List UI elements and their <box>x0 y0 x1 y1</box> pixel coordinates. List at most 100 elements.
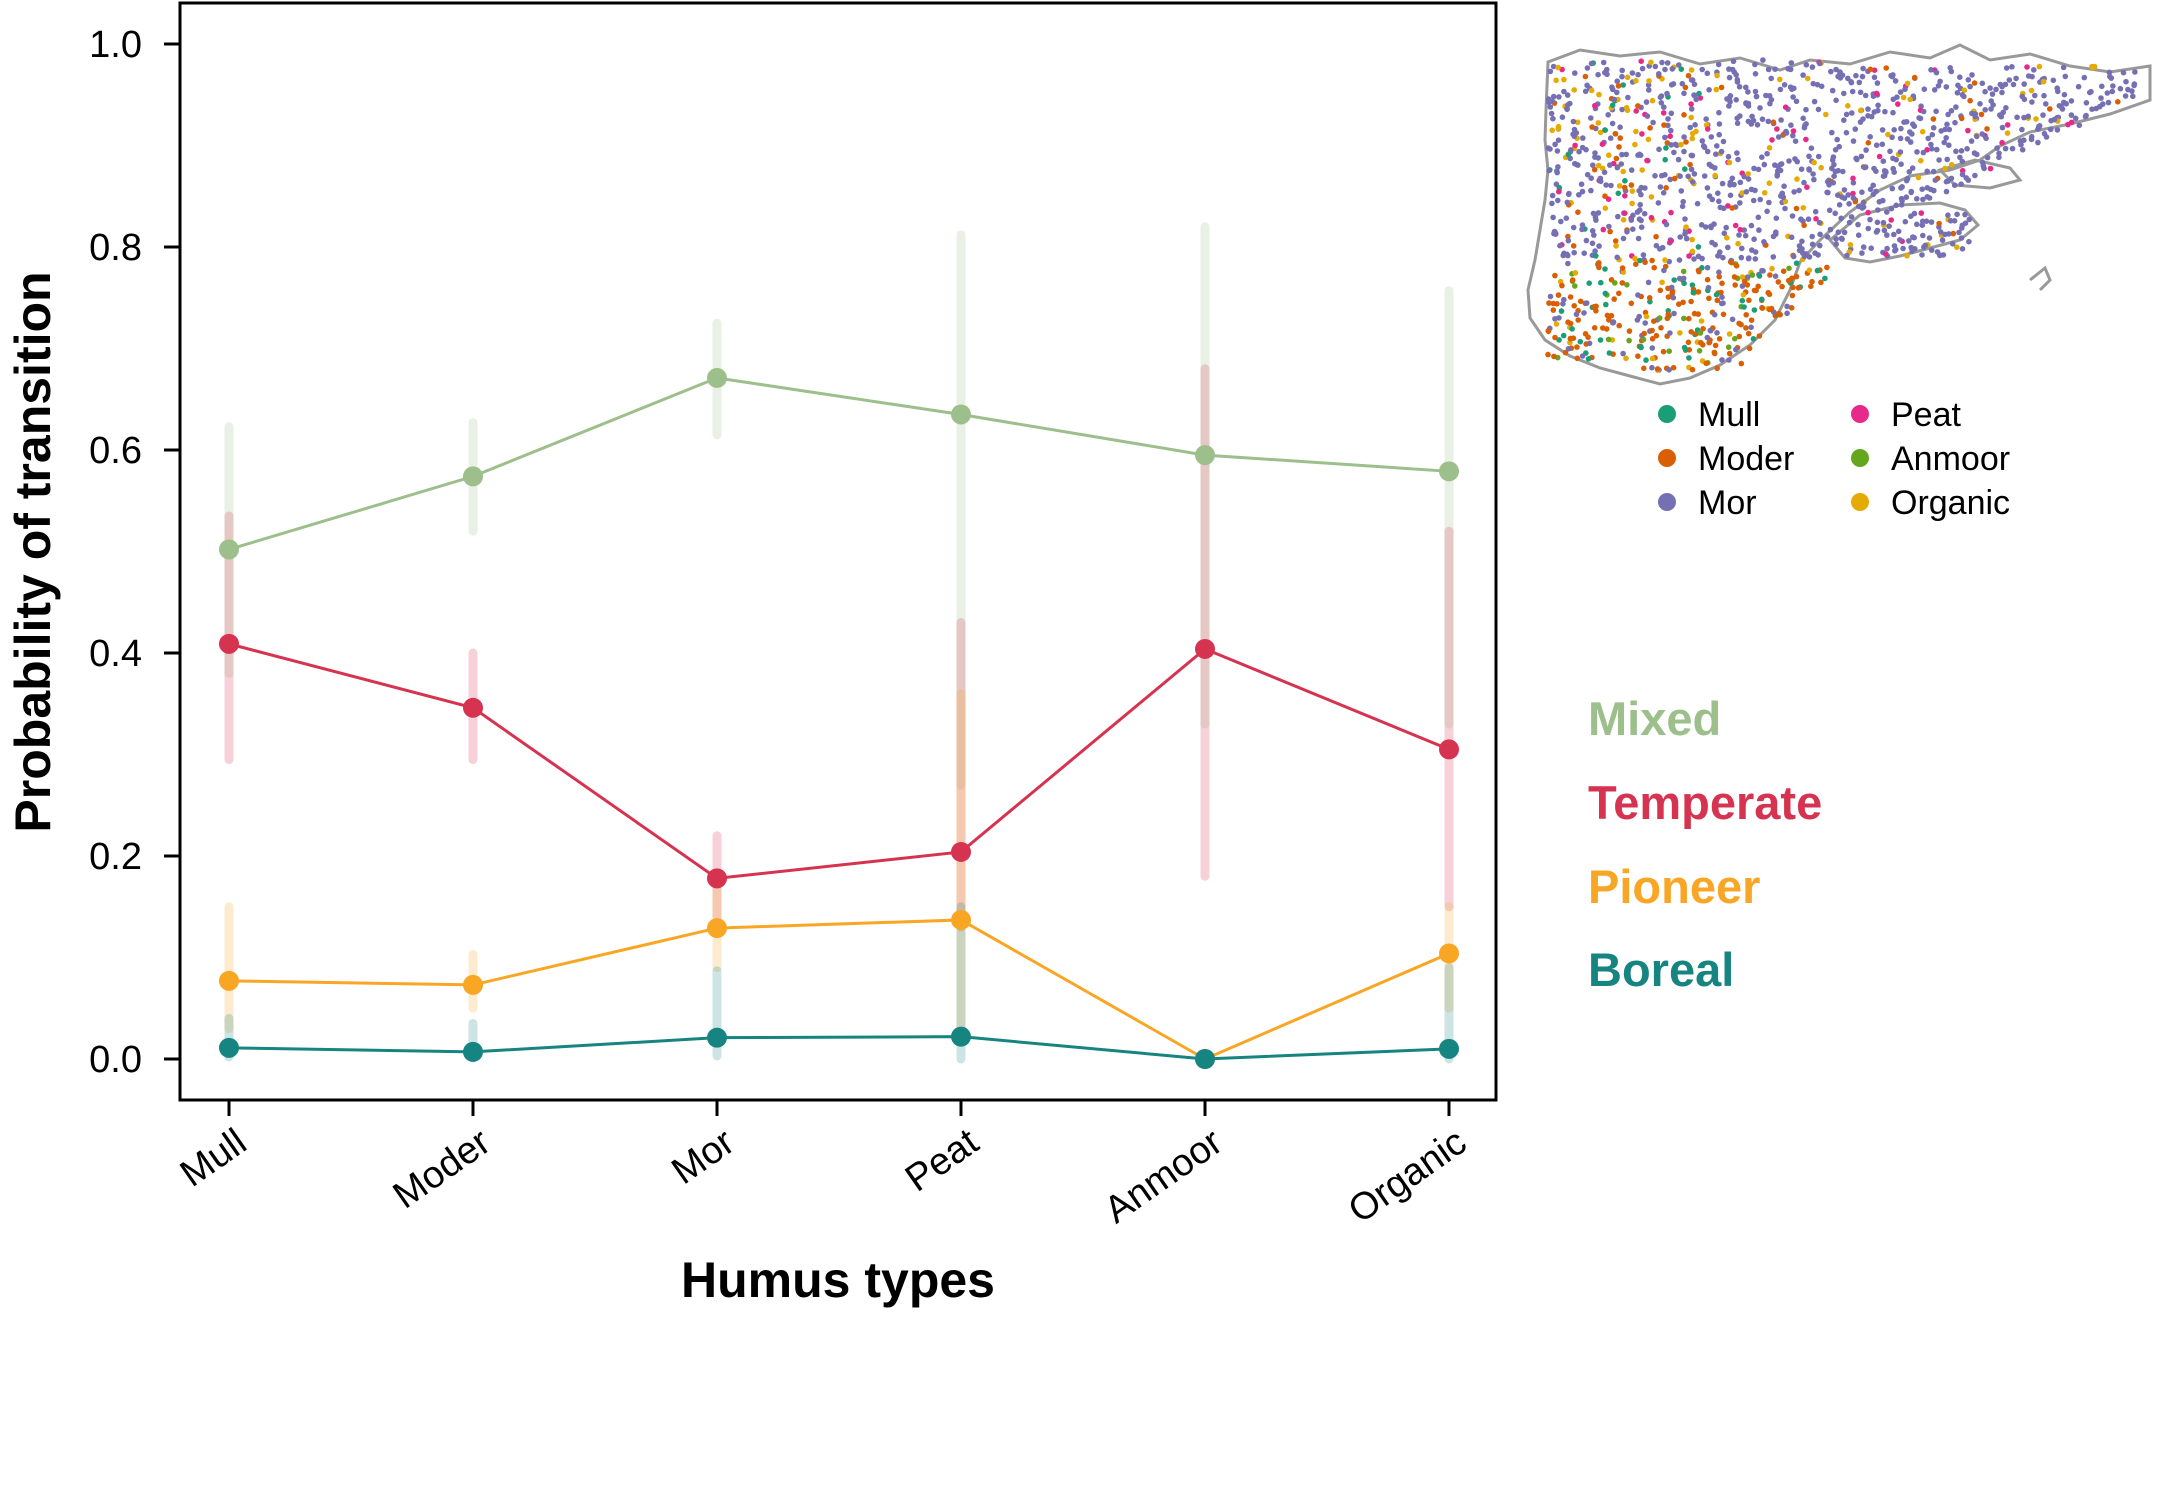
map-dot <box>1780 194 1787 201</box>
map-dot <box>1667 133 1673 139</box>
legend-dot-mor <box>1658 493 1676 511</box>
error-bars <box>224 222 1454 1064</box>
map-dot <box>1649 327 1655 334</box>
map-dot <box>2009 64 2015 70</box>
y-tick-label: 1.0 <box>89 24 142 66</box>
map-dot <box>1682 216 1688 222</box>
map-dot <box>1911 74 1918 81</box>
map-dot <box>1789 213 1796 219</box>
map-dot <box>1633 78 1639 84</box>
point-boreal <box>1439 1038 1459 1059</box>
map-dot <box>1668 127 1674 134</box>
map-dot <box>1751 287 1758 294</box>
map-dot <box>1703 116 1709 122</box>
map-dot <box>1646 78 1652 84</box>
legend-label-peat: Peat <box>1891 396 1961 434</box>
map-dot <box>1608 182 1614 189</box>
map-dot <box>1701 144 1708 151</box>
map-dot <box>1661 122 1667 128</box>
map-dot <box>1765 118 1772 125</box>
map-dot <box>1959 171 1966 178</box>
map-dot <box>1943 135 1949 141</box>
map-dot <box>1706 193 1713 199</box>
map-dot <box>1761 190 1768 196</box>
map-dot <box>1612 238 1619 244</box>
map-dot <box>1644 113 1651 119</box>
map-dot <box>1585 334 1591 341</box>
map-dot <box>1593 217 1599 223</box>
map-dot <box>1784 303 1790 310</box>
series-label-mixed: Mixed <box>1588 692 1721 745</box>
map-dot <box>1768 75 1774 82</box>
map-dot <box>1566 190 1572 197</box>
series-label-boreal: Boreal <box>1588 943 1734 996</box>
map-dot <box>1903 119 1910 125</box>
map-dot <box>1829 129 1835 136</box>
map-dot <box>1925 135 1931 142</box>
map-dot <box>1638 184 1645 191</box>
map-dot <box>1725 153 1732 160</box>
map-dot <box>1850 175 1856 182</box>
map-dot <box>1930 168 1937 175</box>
map-dot <box>1867 66 1874 73</box>
map-dot <box>1726 331 1733 337</box>
map-dot <box>1668 82 1675 88</box>
map-dot <box>1944 156 1950 163</box>
map-dot <box>1841 117 1847 123</box>
map-dot <box>1796 243 1803 249</box>
map-dot <box>1620 350 1626 357</box>
map-dot <box>1720 254 1726 261</box>
map-dot <box>1706 295 1712 302</box>
point-boreal <box>463 1041 483 1062</box>
map-dot <box>1602 205 1609 211</box>
map-dot <box>1790 94 1796 100</box>
map-dot <box>1961 87 1968 93</box>
map-dot <box>2131 82 2137 89</box>
map-dot <box>1629 70 1636 76</box>
map-dot <box>1658 325 1664 331</box>
map-dot <box>1660 110 1667 116</box>
map-dot <box>1561 76 1567 83</box>
map-dot <box>1686 315 1692 322</box>
map-dot <box>1628 217 1635 223</box>
map-dot <box>1600 226 1607 233</box>
map-dot <box>1650 119 1656 126</box>
series-label-temperate: Temperate <box>1588 776 1822 829</box>
map-dot <box>1911 234 1917 241</box>
map-dot <box>1563 215 1570 221</box>
map-dot <box>1874 219 1881 226</box>
map-dot <box>1745 330 1752 337</box>
map-dot <box>1605 336 1612 343</box>
point-mixed <box>1195 445 1215 466</box>
map-dot <box>1932 177 1939 183</box>
map-dot <box>1943 84 1950 90</box>
map-dot <box>1934 249 1941 255</box>
map-dot <box>1955 82 1961 89</box>
map-dot <box>1559 282 1565 289</box>
map-dot <box>1628 300 1635 307</box>
map-dot <box>1806 167 1813 173</box>
map-dot <box>1745 255 1752 262</box>
map-dot <box>1720 311 1727 318</box>
map-dot <box>1702 224 1709 230</box>
map-dot <box>1919 252 1925 258</box>
map-dot <box>1704 70 1711 77</box>
map-dot <box>1743 325 1749 331</box>
map-dot <box>1978 111 1985 118</box>
map-dot <box>1966 238 1972 245</box>
map-dot <box>1824 178 1831 185</box>
series-line-pioneer <box>228 918 1450 1061</box>
point-pioneer <box>219 970 239 991</box>
map-dot <box>1613 243 1619 249</box>
map-dot <box>1844 252 1850 259</box>
map-dot <box>1637 343 1644 350</box>
map-dot <box>1670 294 1677 301</box>
map-dot <box>1959 246 1966 252</box>
y-tick-label: 0.4 <box>89 633 142 675</box>
map-dot <box>1605 112 1611 118</box>
map-dot <box>1790 253 1797 260</box>
map-dot <box>1736 84 1743 90</box>
map-dot <box>1868 245 1874 251</box>
map-dot <box>1632 141 1638 148</box>
map-dot <box>1716 131 1722 138</box>
